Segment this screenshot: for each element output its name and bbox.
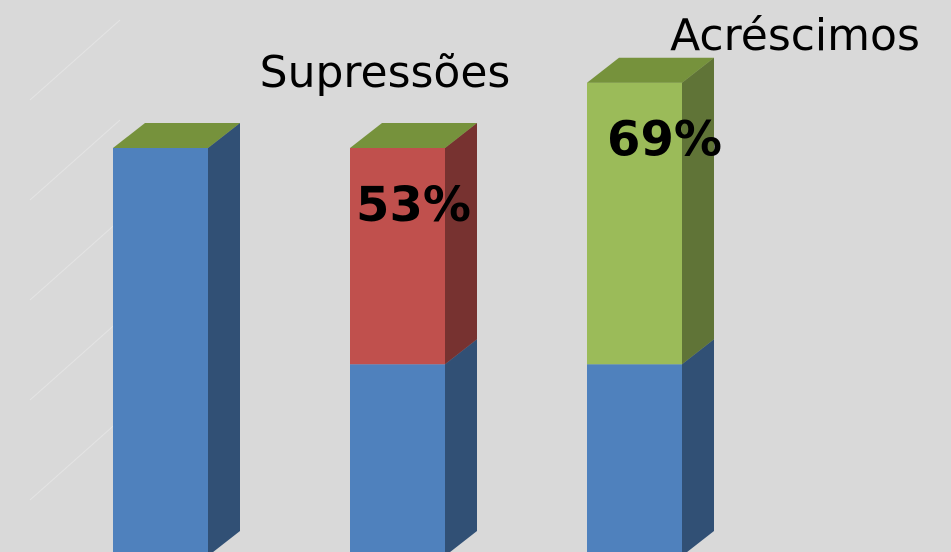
bar-side	[445, 123, 477, 365]
bar	[113, 148, 208, 552]
value-label: 53%	[356, 177, 471, 233]
category-label: Acréscimos	[670, 10, 920, 61]
bar-top	[587, 57, 714, 83]
bar-top	[113, 123, 240, 148]
bar	[587, 82, 682, 365]
bar-side	[445, 339, 477, 552]
bar-side	[682, 339, 714, 552]
bar-top	[350, 123, 477, 148]
bar	[350, 148, 445, 365]
bar-side	[682, 57, 714, 365]
category-label: Supressões	[260, 47, 511, 98]
value-label: 69%	[607, 112, 722, 168]
backdrop-lines	[29, 19, 121, 501]
bar-side	[208, 123, 240, 552]
bar	[587, 364, 682, 552]
bar	[350, 364, 445, 552]
